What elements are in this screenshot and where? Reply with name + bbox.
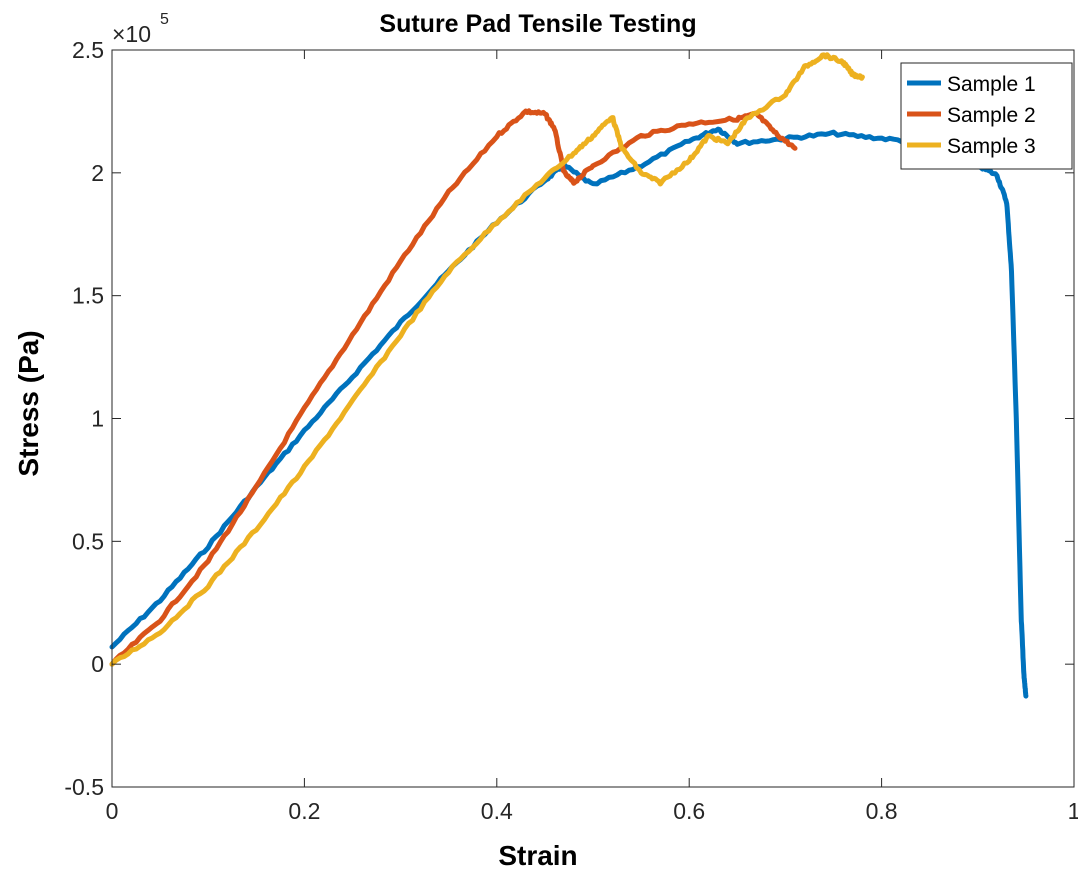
plot-lines — [109, 52, 1029, 699]
legend-label: Sample 2 — [947, 104, 1036, 127]
y-tick-label: -0.5 — [64, 774, 104, 800]
y-exponent-power: 5 — [160, 11, 169, 28]
x-tick-label: 0.8 — [866, 798, 898, 824]
series-line-2 — [109, 108, 798, 667]
series-line-3 — [109, 52, 865, 667]
legend-label: Sample 3 — [947, 135, 1036, 158]
y-tick-label: 2 — [91, 160, 104, 186]
y-axis-exponent: ×10 5 — [112, 11, 169, 47]
ticks: 0 0.2 0.4 0.6 0.8 1-0.500.511.522.5 — [64, 37, 1078, 824]
chart-title: Suture Pad Tensile Testing — [379, 10, 696, 38]
legend-label: Sample 1 — [947, 73, 1036, 96]
y-tick-label: 1.5 — [72, 283, 104, 309]
x-tick-label: 1 — [1068, 798, 1078, 824]
x-tick-label: 0.2 — [288, 798, 320, 824]
x-tick-label: 0 — [106, 798, 119, 824]
series-line-1 — [109, 126, 1029, 699]
y-exponent-base: ×10 — [112, 21, 151, 47]
y-axis-label: Stress (Pa) — [13, 330, 44, 476]
x-tick-label: 0.4 — [481, 798, 513, 824]
y-tick-label: 1 — [91, 406, 104, 432]
y-tick-label: 0 — [91, 651, 104, 677]
legend: Sample 1 Sample 2 Sample 3 — [900, 62, 1073, 170]
y-tick-label: 0.5 — [72, 528, 104, 554]
y-tick-label: 2.5 — [72, 37, 104, 63]
x-tick-label: 0.6 — [673, 798, 705, 824]
x-axis-label: Strain — [498, 840, 577, 871]
